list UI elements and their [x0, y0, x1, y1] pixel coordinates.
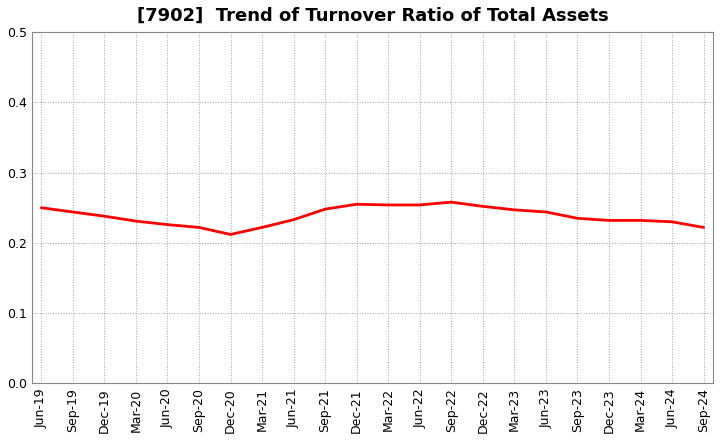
Title: [7902]  Trend of Turnover Ratio of Total Assets: [7902] Trend of Turnover Ratio of Total …	[137, 7, 608, 25]
